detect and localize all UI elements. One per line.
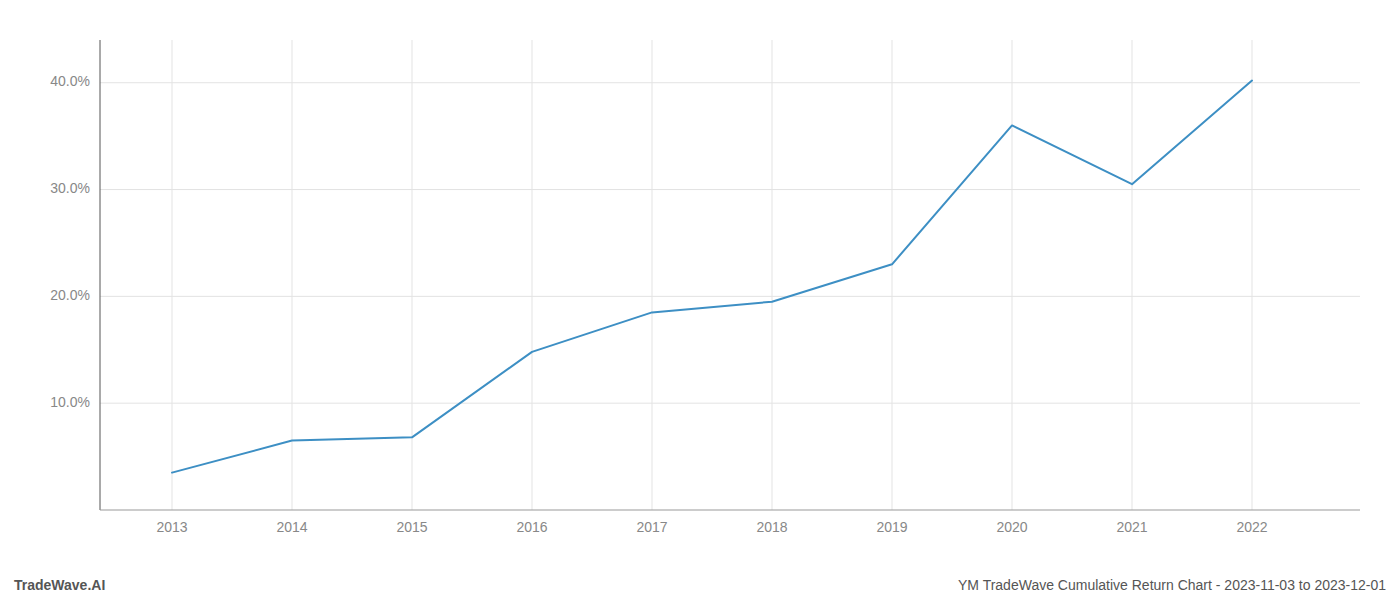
x-grid-line: [1132, 40, 1133, 510]
x-tick-label: 2020: [996, 519, 1027, 535]
y-grid-line: [100, 82, 1360, 83]
x-axis-line: [100, 510, 1360, 511]
x-tick-label: 2022: [1236, 519, 1267, 535]
x-tick-label: 2019: [876, 519, 907, 535]
x-grid-line: [412, 40, 413, 510]
y-tick-label: 10.0%: [50, 394, 90, 410]
x-grid-line: [532, 40, 533, 510]
x-tick-label: 2015: [396, 519, 427, 535]
x-tick-label: 2018: [756, 519, 787, 535]
chart-container: 10.0% 20.0% 30.0% 40.0% 2013 2014 2015 2016 2017…: [0, 0, 1400, 600]
y-tick-label: 30.0%: [50, 180, 90, 196]
x-tick-label: 2016: [516, 519, 547, 535]
data-line: [172, 81, 1252, 473]
footer-right: YM TradeWave Cumulative Return Chart - 2…: [958, 577, 1386, 593]
grid: [100, 40, 1360, 510]
y-grid-line: [100, 189, 1360, 190]
y-grid-line: [100, 296, 1360, 297]
footer-left: TradeWave.AI: [14, 577, 105, 593]
x-grid-line: [772, 40, 773, 510]
y-tick-label: 40.0%: [50, 73, 90, 89]
x-tick-label: 2013: [156, 519, 187, 535]
x-tick-label: 2017: [636, 519, 667, 535]
x-grid-line: [292, 40, 293, 510]
y-tick-label: 20.0%: [50, 287, 90, 303]
x-grid-line: [1252, 40, 1253, 510]
plot-area: [172, 81, 1252, 473]
x-tick-label: 2014: [276, 519, 307, 535]
x-grid-line: [1012, 40, 1013, 510]
x-tick-label: 2021: [1116, 519, 1147, 535]
x-grid-line: [172, 40, 173, 510]
y-grid-line: [100, 403, 1360, 404]
tick-labels: 10.0% 20.0% 30.0% 40.0% 2013 2014 2015 2016 2017…: [50, 73, 1267, 535]
x-grid-line: [892, 40, 893, 510]
chart-svg: 10.0% 20.0% 30.0% 40.0% 2013 2014 2015 2016 2017…: [0, 0, 1400, 600]
y-axis-line: [100, 40, 101, 510]
x-grid-line: [652, 40, 653, 510]
